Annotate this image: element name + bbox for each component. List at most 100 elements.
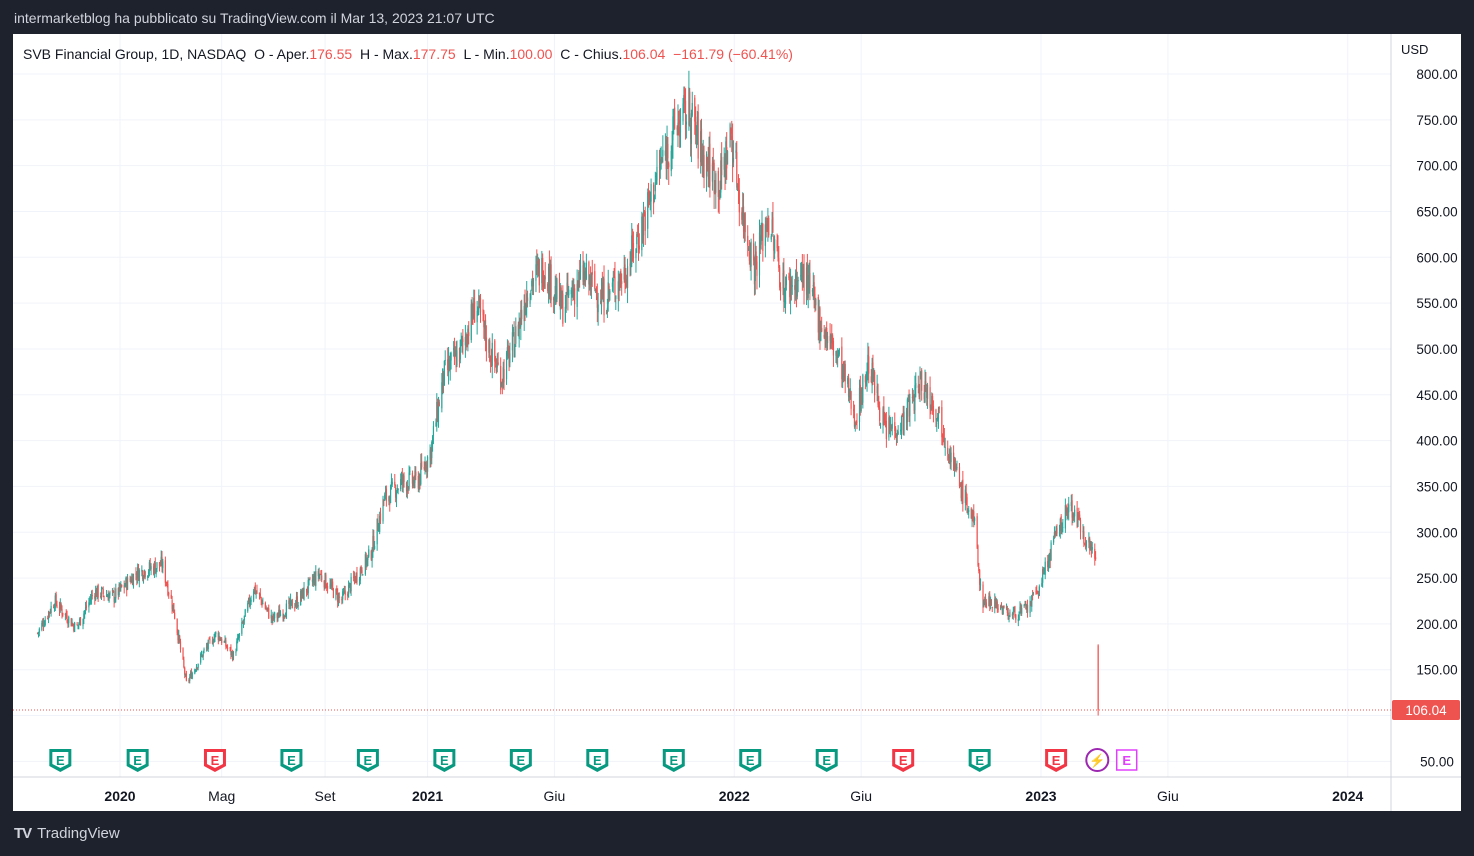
- candle-body[interactable]: [455, 352, 457, 368]
- candle-body[interactable]: [479, 298, 482, 313]
- candle-body[interactable]: [850, 391, 852, 409]
- candle-body[interactable]: [226, 645, 228, 648]
- candle-body[interactable]: [648, 191, 651, 200]
- candle-body[interactable]: [178, 634, 180, 641]
- candle-body[interactable]: [477, 306, 479, 311]
- candle-body[interactable]: [190, 672, 193, 679]
- candle-body[interactable]: [1012, 611, 1014, 615]
- candle-body[interactable]: [389, 485, 392, 504]
- candle-body[interactable]: [679, 115, 682, 133]
- candle-body[interactable]: [536, 261, 538, 264]
- candle-body[interactable]: [308, 578, 310, 581]
- candle-body[interactable]: [1054, 532, 1056, 535]
- candle-body[interactable]: [338, 596, 340, 598]
- candle-body[interactable]: [779, 287, 782, 292]
- candle-body[interactable]: [964, 489, 966, 503]
- candle-body[interactable]: [224, 639, 226, 643]
- candle-body[interactable]: [73, 624, 75, 631]
- candle-body[interactable]: [1066, 510, 1068, 513]
- candle-body[interactable]: [574, 288, 576, 305]
- candle-body[interactable]: [436, 402, 438, 426]
- candle-body[interactable]: [347, 593, 349, 597]
- candle-body[interactable]: [60, 604, 62, 609]
- candle-body[interactable]: [748, 251, 751, 261]
- candle-body[interactable]: [665, 145, 667, 170]
- candle-body[interactable]: [724, 161, 726, 176]
- candle-body[interactable]: [642, 215, 644, 235]
- earnings-marker[interactable]: E: [203, 749, 226, 772]
- candle-body[interactable]: [917, 385, 919, 388]
- candle-body[interactable]: [826, 328, 828, 342]
- candle-body[interactable]: [171, 600, 173, 609]
- candle-body[interactable]: [753, 260, 756, 285]
- candle-body[interactable]: [1061, 525, 1063, 531]
- candle-body[interactable]: [507, 345, 509, 351]
- candle-body[interactable]: [607, 282, 609, 304]
- candlestick-chart[interactable]: USD 50.00 150.00 200.00 250.00 300.00 350.00 40…: [13, 34, 1461, 811]
- candle-body[interactable]: [1029, 600, 1031, 614]
- candle-body[interactable]: [938, 407, 940, 409]
- candle-body[interactable]: [311, 579, 314, 582]
- candle-body[interactable]: [529, 300, 531, 304]
- candle-body[interactable]: [326, 586, 329, 589]
- candle-body[interactable]: [805, 267, 808, 295]
- candle-body[interactable]: [573, 289, 575, 298]
- candle-body[interactable]: [1064, 505, 1066, 529]
- candle-body[interactable]: [106, 596, 108, 598]
- candle-body[interactable]: [777, 249, 779, 258]
- candle-body[interactable]: [820, 328, 822, 341]
- candle-body[interactable]: [726, 147, 728, 169]
- candle-body[interactable]: [53, 607, 56, 609]
- candle-body[interactable]: [613, 277, 615, 279]
- candle-body[interactable]: [373, 535, 375, 551]
- candle-body[interactable]: [906, 399, 908, 423]
- candle-body[interactable]: [707, 163, 709, 178]
- candle-body[interactable]: [649, 198, 651, 203]
- candle-body[interactable]: [888, 417, 890, 438]
- candle-body[interactable]: [758, 232, 761, 276]
- candle-body[interactable]: [789, 280, 792, 302]
- candle-body[interactable]: [432, 436, 434, 445]
- candle-body[interactable]: [791, 285, 793, 287]
- candle-body[interactable]: [942, 435, 944, 438]
- candle-body[interactable]: [642, 216, 645, 236]
- candle-body[interactable]: [995, 600, 997, 604]
- candle-body[interactable]: [443, 360, 445, 386]
- candle-body[interactable]: [267, 607, 269, 609]
- candle-body[interactable]: [1024, 604, 1026, 606]
- candle-body[interactable]: [64, 613, 66, 615]
- candle-body[interactable]: [647, 190, 650, 197]
- candle-body[interactable]: [1023, 604, 1025, 607]
- candle-body[interactable]: [283, 615, 285, 617]
- candle-body[interactable]: [949, 455, 951, 464]
- candle-body[interactable]: [89, 599, 91, 601]
- candle-body[interactable]: [442, 371, 445, 384]
- candle-body[interactable]: [512, 329, 514, 331]
- candle-body[interactable]: [332, 588, 335, 598]
- candle-body[interactable]: [112, 590, 114, 592]
- candle-body[interactable]: [595, 288, 598, 293]
- candle-body[interactable]: [725, 141, 727, 179]
- candle-body[interactable]: [291, 599, 293, 609]
- candle-body[interactable]: [353, 576, 355, 578]
- candle-body[interactable]: [977, 545, 979, 566]
- candle-body[interactable]: [713, 162, 715, 194]
- candle-body[interactable]: [541, 258, 543, 284]
- candle-body[interactable]: [259, 593, 261, 597]
- candle-body[interactable]: [789, 274, 791, 298]
- candle-body[interactable]: [249, 601, 251, 607]
- candle-body[interactable]: [678, 119, 680, 125]
- candle-body[interactable]: [560, 287, 562, 309]
- candle-body[interactable]: [853, 413, 856, 427]
- candle-body[interactable]: [189, 672, 192, 677]
- candle-body[interactable]: [1060, 516, 1062, 530]
- candle-body[interactable]: [165, 582, 167, 584]
- candle-body[interactable]: [819, 308, 821, 338]
- candle-body[interactable]: [656, 166, 658, 181]
- candle-body[interactable]: [794, 285, 796, 290]
- candle-body[interactable]: [997, 608, 999, 610]
- candle-body[interactable]: [447, 359, 449, 371]
- candle-body[interactable]: [955, 466, 957, 468]
- candle-body[interactable]: [331, 582, 333, 587]
- candle-body[interactable]: [132, 576, 134, 586]
